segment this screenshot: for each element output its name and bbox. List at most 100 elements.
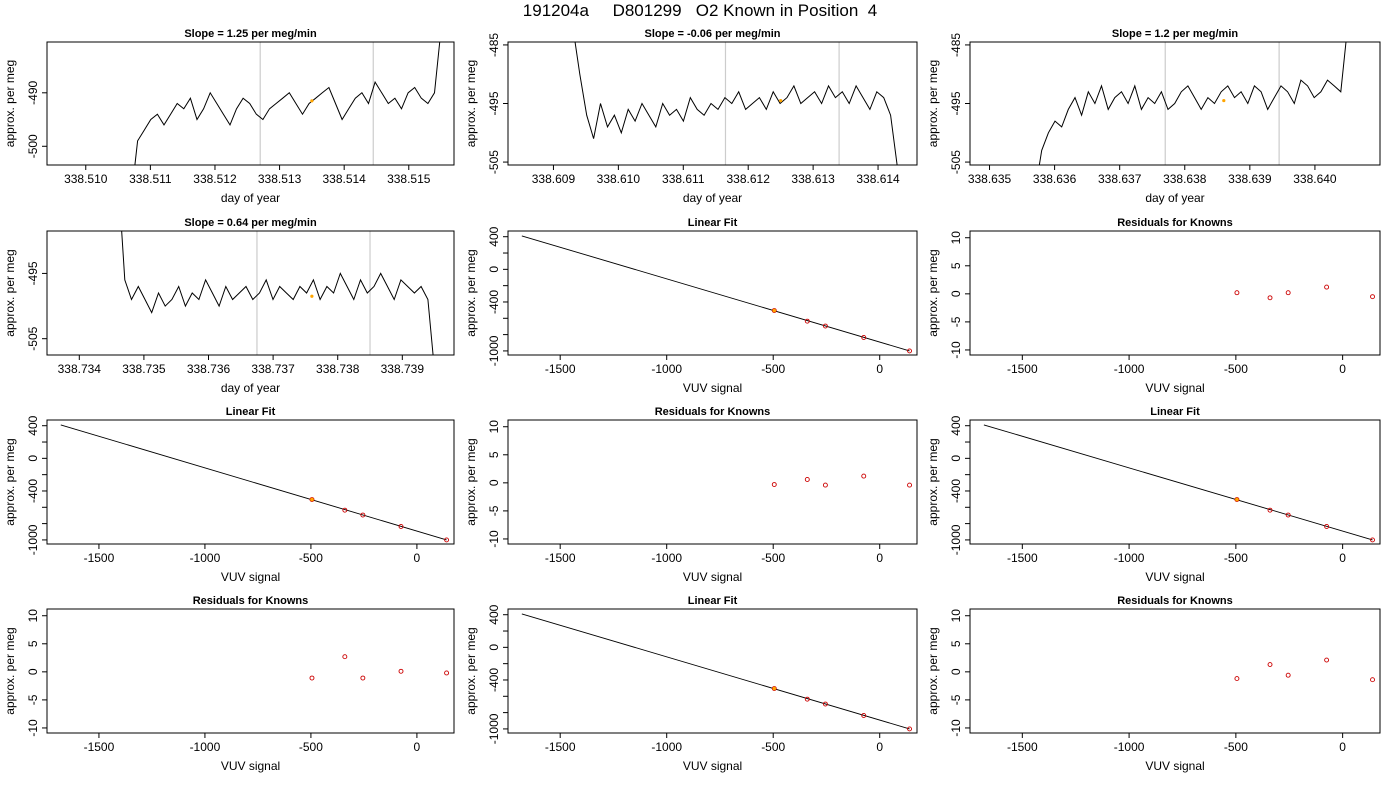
residual-point xyxy=(1267,662,1273,667)
y-tick-label: -400 xyxy=(26,479,40,503)
x-axis-label: day of year xyxy=(1145,191,1204,205)
x-tick-label: -1500 xyxy=(545,551,576,565)
x-tick-label: -500 xyxy=(761,551,785,565)
y-axis-label: approx. per meg xyxy=(464,60,478,147)
x-tick-label: 0 xyxy=(876,740,883,754)
x-tick-label: 338.614 xyxy=(856,172,900,186)
y-tick-label: 10 xyxy=(26,609,40,623)
x-tick-label: -1500 xyxy=(545,740,576,754)
x-axis-label: VUV signal xyxy=(683,759,742,773)
y-tick-label: -505 xyxy=(949,150,963,174)
data-point xyxy=(398,524,404,529)
x-tick-label: 338.613 xyxy=(791,172,835,186)
residual-point xyxy=(309,675,315,681)
x-tick-label: -1000 xyxy=(1114,551,1145,565)
y-tick-label: -495 xyxy=(949,91,963,115)
data-point xyxy=(1324,524,1330,529)
x-tick-label: 338.636 xyxy=(1033,172,1077,186)
panel-title: Slope = -0.06 per meg/min xyxy=(644,28,780,40)
x-tick-label: -1500 xyxy=(1007,551,1038,565)
x-tick-label: -1000 xyxy=(651,551,682,565)
x-axis-label: VUV signal xyxy=(221,570,280,584)
plot-frame xyxy=(507,419,918,545)
x-tick-label: 338.512 xyxy=(193,172,237,186)
plot-frame xyxy=(969,419,1381,545)
x-tick-label: 0 xyxy=(876,551,883,565)
plot-frame xyxy=(507,230,918,356)
panel-2-3: Residuals for Knowns VUV signal approx. pe… xyxy=(926,217,1381,395)
y-tick-label: -5 xyxy=(26,694,40,705)
data-point xyxy=(907,348,912,354)
y-tick-label: -490 xyxy=(26,80,40,104)
y-axis-label: approx. per meg xyxy=(3,438,17,525)
residual-point xyxy=(444,670,450,676)
x-tick-label: -500 xyxy=(299,740,323,754)
residual-point xyxy=(804,477,810,482)
panel-title: Slope = 1.2 per meg/min xyxy=(1112,28,1239,40)
panel-title: Residuals for Knowns xyxy=(1117,217,1233,229)
fit-line xyxy=(60,424,447,541)
y-tick-label: 0 xyxy=(26,668,40,675)
plot-frame xyxy=(969,608,1381,734)
y-tick-label: 0 xyxy=(487,479,501,486)
sample-marker xyxy=(1222,98,1226,103)
y-tick-label: -505 xyxy=(26,326,40,350)
residual-point xyxy=(1370,677,1375,683)
x-tick-label: 338.635 xyxy=(968,172,1012,186)
y-tick-label: 0 xyxy=(949,668,963,675)
y-tick-label: -400 xyxy=(949,479,963,503)
panel-4-3: Residuals for Knowns VUV signal approx. pe… xyxy=(926,595,1381,773)
x-tick-label: 338.610 xyxy=(597,172,641,186)
panel-title: Residuals for Knowns xyxy=(1117,595,1233,607)
residual-point xyxy=(1267,295,1273,301)
plot-frame xyxy=(46,419,455,545)
residual-point xyxy=(1324,657,1330,663)
x-tick-label: 338.511 xyxy=(129,172,172,186)
x-axis-label: day of year xyxy=(221,191,280,205)
x-tick-label: 0 xyxy=(414,551,421,565)
panel-title: Slope = 1.25 per meg/min xyxy=(184,28,317,40)
y-axis-label: approx. per meg xyxy=(464,438,478,525)
x-tick-label: 338.513 xyxy=(258,172,302,186)
plot-area xyxy=(121,231,434,355)
residual-point xyxy=(822,482,828,488)
x-tick-label: -1000 xyxy=(190,551,221,565)
x-tick-label: 338.738 xyxy=(316,362,360,376)
plot-area xyxy=(1234,284,1375,301)
plot-area xyxy=(60,424,450,543)
plot-area xyxy=(309,654,450,681)
x-tick-label: 338.734 xyxy=(58,362,102,376)
panel-2-1: Slope = 0.64 per meg/min day of year appro… xyxy=(3,217,455,395)
panel-1-1: Slope = 1.25 per meg/min day of year appro… xyxy=(3,28,455,205)
y-tick-label: -10 xyxy=(487,530,501,548)
y-tick-label: 10 xyxy=(949,609,963,623)
y-tick-label: 5 xyxy=(949,262,963,269)
y-tick-label: -1000 xyxy=(487,335,501,366)
plot-frame xyxy=(507,608,918,734)
plot-area xyxy=(521,613,912,732)
y-tick-label: 5 xyxy=(26,640,40,647)
data-trace xyxy=(134,42,441,165)
y-tick-label: -495 xyxy=(487,91,501,115)
data-point xyxy=(342,507,348,513)
plot-area xyxy=(134,42,441,165)
x-axis-label: VUV signal xyxy=(683,570,742,584)
residual-point xyxy=(398,668,404,674)
data-point xyxy=(309,497,315,502)
sample-marker xyxy=(779,98,783,103)
page-title: 191204a D801299 O2 Known in Position 4 xyxy=(522,1,878,20)
highlight-point xyxy=(772,686,777,691)
plot-frame xyxy=(46,41,455,166)
plot-frame xyxy=(969,230,1381,356)
y-tick-label: -5 xyxy=(949,316,963,327)
data-trace xyxy=(574,42,898,165)
data-point xyxy=(804,318,810,324)
x-tick-label: -500 xyxy=(1224,740,1248,754)
y-tick-label: -485 xyxy=(487,33,501,57)
x-tick-label: -500 xyxy=(299,551,323,565)
x-tick-label: 338.735 xyxy=(122,362,166,376)
y-axis-label: approx. per meg xyxy=(464,249,478,336)
panel-4-2: Linear Fit VUV signal approx. per meg -1500… xyxy=(464,595,918,773)
data-trace xyxy=(121,231,434,355)
